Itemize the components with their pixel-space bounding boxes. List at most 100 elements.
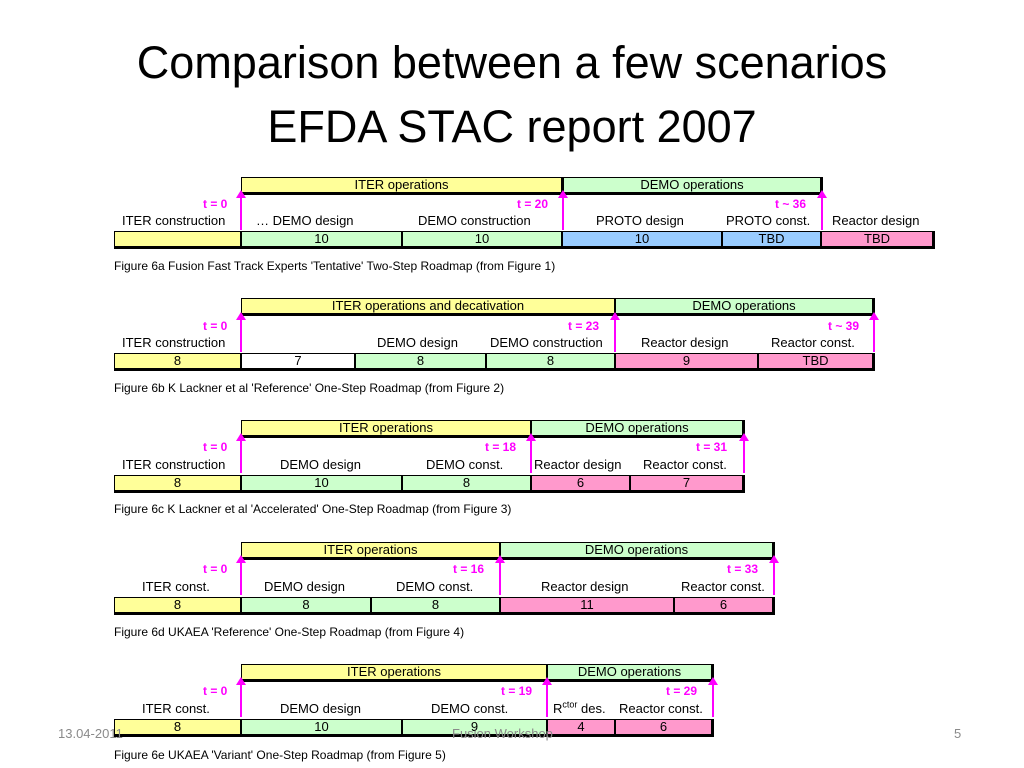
phase-label: DEMO design <box>280 457 361 472</box>
time-marker: t = 19 <box>501 684 533 698</box>
duration-cell: 6 <box>674 597 775 615</box>
duration-cell: 8 <box>114 353 243 371</box>
duration-cell: 10 <box>241 475 404 493</box>
phase-label: DEMO design <box>377 335 458 350</box>
phase-label: ITER construction <box>122 335 226 350</box>
time-arrow-icon <box>610 312 620 352</box>
phase-label: Reactor design <box>534 457 622 472</box>
phase-label: … DEMO design <box>256 213 354 228</box>
phase-label: ITER const. <box>142 579 210 594</box>
time-marker: t = 0 <box>203 440 228 454</box>
time-arrow-icon <box>236 312 246 352</box>
footer-date: 13.04-2011 <box>58 726 123 741</box>
time-marker: t = 33 <box>727 562 759 576</box>
duration-cell: TBD <box>722 231 823 249</box>
phase-label: PROTO design <box>596 213 684 228</box>
duration-cell: 8 <box>114 719 243 737</box>
time-arrow-icon <box>236 190 246 230</box>
duration-cell: 8 <box>486 353 617 371</box>
phase-label: ITER const. <box>142 701 210 716</box>
time-arrow-icon <box>495 555 505 595</box>
phase-label: DEMO design <box>280 701 361 716</box>
time-arrow-icon <box>769 555 779 595</box>
duration-cell: 10 <box>402 231 564 249</box>
time-marker: t = 0 <box>203 197 228 211</box>
duration-cell: 8 <box>114 597 243 615</box>
time-arrow-icon <box>869 312 879 352</box>
time-marker: t = 0 <box>203 562 228 576</box>
duration-cell: TBD <box>758 353 875 371</box>
time-marker: t ~ 36 <box>775 197 807 211</box>
time-marker: t = 18 <box>485 440 517 454</box>
top-bar-demo-operations: DEMO operations <box>500 542 775 560</box>
top-bar-iter-operations: ITER operations <box>241 420 533 438</box>
footer-center-text: Fusion Workshop <box>452 726 553 741</box>
top-bar-demo-operations: DEMO operations <box>531 420 745 438</box>
phase-label: DEMO construction <box>490 335 603 350</box>
figure-caption: Figure 6d UKAEA 'Reference' One-Step Roa… <box>114 625 465 639</box>
phase-label: Reactor design <box>641 335 729 350</box>
duration-cell: 8 <box>114 475 243 493</box>
time-marker: t ~ 39 <box>828 319 860 333</box>
time-marker: t = 20 <box>517 197 549 211</box>
slide-title-line-1: Comparison between a few scenarios <box>136 37 888 88</box>
phase-label: Reactor const. <box>643 457 727 472</box>
duration-cell <box>114 231 243 249</box>
duration-cell: TBD <box>821 231 935 249</box>
duration-cell: 11 <box>500 597 676 615</box>
slide-title-line-2: EFDA STAC report 2007 <box>267 101 757 152</box>
figure-caption: Figure 6e UKAEA 'Variant' One-Step Roadm… <box>114 748 446 762</box>
time-marker: t = 23 <box>568 319 600 333</box>
duration-cell: 10 <box>241 719 404 737</box>
time-marker: t = 0 <box>203 319 228 333</box>
duration-cell: 6 <box>615 719 714 737</box>
time-arrow-icon <box>817 190 827 230</box>
phase-label: Reactor const. <box>771 335 855 350</box>
top-bar-demo-operations: DEMO operations <box>563 177 823 195</box>
time-marker: t = 29 <box>666 684 698 698</box>
top-bar-iter-operations: ITER operations <box>241 177 564 195</box>
top-bar-iter-operations: ITER operations and decativation <box>241 298 617 316</box>
phase-label-reactor-design: Rctor des. <box>553 699 606 716</box>
duration-cell: 8 <box>402 475 533 493</box>
time-marker: t = 31 <box>696 440 728 454</box>
duration-cell: 7 <box>241 353 357 371</box>
time-arrow-icon <box>708 677 718 717</box>
time-arrow-icon <box>526 433 536 473</box>
phase-label: Reactor const. <box>681 579 765 594</box>
phase-label: DEMO const. <box>396 579 474 594</box>
slide-number: 5 <box>954 726 962 741</box>
time-marker: t = 16 <box>453 562 485 576</box>
duration-cell: 10 <box>241 231 404 249</box>
time-arrow-icon <box>236 555 246 595</box>
top-bar-iter-operations: ITER operations <box>241 542 502 560</box>
top-bar-demo-operations: DEMO operations <box>547 664 714 682</box>
phase-label: DEMO construction <box>418 213 531 228</box>
phase-label: DEMO design <box>264 579 345 594</box>
phase-label: ITER construction <box>122 213 226 228</box>
duration-cell: 6 <box>531 475 632 493</box>
time-arrow-icon <box>558 190 568 230</box>
time-arrow-icon <box>542 677 552 717</box>
phase-label: Reactor const. <box>619 701 703 716</box>
time-arrow-icon <box>236 433 246 473</box>
duration-cell: 7 <box>630 475 745 493</box>
top-bar-iter-operations: ITER operations <box>241 664 549 682</box>
duration-cell: 9 <box>615 353 760 371</box>
phase-label: PROTO const. <box>726 213 811 228</box>
time-marker: t = 0 <box>203 684 228 698</box>
phase-label: Reactor design <box>832 213 920 228</box>
phase-label: DEMO const. <box>431 701 509 716</box>
phase-label-superscript: ctor <box>562 699 578 710</box>
phase-label: Reactor design <box>541 579 629 594</box>
duration-cell: 8 <box>371 597 502 615</box>
phase-label: DEMO const. <box>426 457 504 472</box>
figure-caption: Figure 6a Fusion Fast Track Experts 'Ten… <box>114 259 556 273</box>
duration-cell: 10 <box>562 231 724 249</box>
duration-cell: 8 <box>355 353 488 371</box>
figure-caption: Figure 6b K Lackner et al 'Reference' On… <box>114 381 505 395</box>
duration-cell: 4 <box>547 719 617 737</box>
phase-label: ITER construction <box>122 457 226 472</box>
time-arrow-icon <box>739 433 749 473</box>
